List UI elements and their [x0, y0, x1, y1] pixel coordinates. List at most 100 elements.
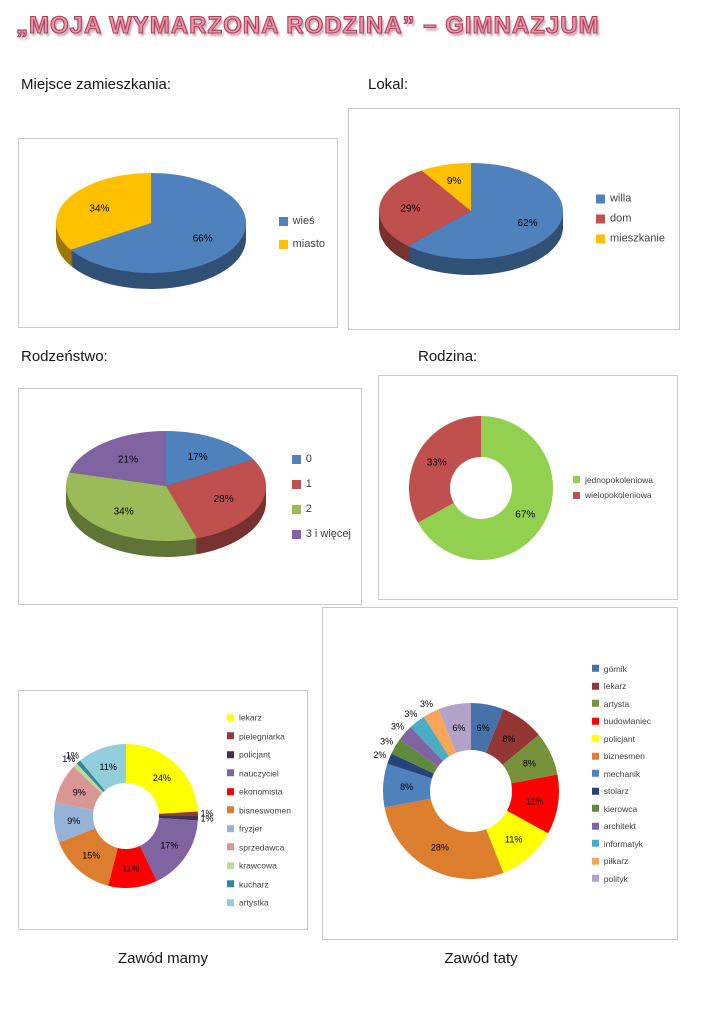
data-label: 1% [62, 754, 75, 764]
chart-box-zawod-taty: 6% 8% 8% 11% 11% 28% 8% 2% 3% 3% 3% 3% 6% górnik leka… [322, 607, 678, 940]
legend-swatch [291, 479, 301, 489]
rodzina-donut-chart: 67% 33% [409, 416, 554, 560]
legend-label: lekarz [239, 712, 262, 723]
data-label: 8% [400, 782, 413, 792]
zawod-mamy-legend: lekarz pielegniarka policjant nauczyciel eko… [227, 713, 291, 907]
legend-swatch [591, 822, 599, 830]
legend-item: willa [595, 193, 665, 205]
legend-label: architekt [603, 820, 636, 831]
pie-slice-0 [166, 431, 254, 486]
legend-item: policjant [591, 734, 651, 743]
legend-swatch [227, 732, 235, 740]
donut-slice-fryzjer [54, 802, 96, 843]
data-label: 11% [526, 796, 543, 806]
legend-item: dom [595, 213, 665, 225]
donut-slice-krawcowa [73, 763, 104, 794]
donut-slice-bisneswomen [59, 828, 118, 886]
legend-item: lekarz [591, 682, 651, 691]
donut-slice-architekt [399, 726, 443, 767]
legend-item: górnik [591, 664, 651, 673]
caption-zawod-taty: Zawód taty [444, 950, 518, 967]
data-label: 67% [515, 510, 535, 521]
heading-lokal: Lokal: [368, 76, 409, 93]
legend-label: policjant [239, 749, 271, 760]
legend-item: 1 [291, 478, 351, 490]
legend-swatch [591, 770, 599, 777]
data-label: 9% [447, 176, 462, 187]
legend-item: 3 i więcej [291, 528, 351, 540]
donut-slice-artystka [80, 744, 126, 791]
zawod-taty-legend: górnik lekarz artysta budowlaniec policjant b… [591, 664, 651, 883]
legend-swatch [227, 899, 235, 906]
legend-item: mieszkanie [595, 233, 665, 245]
legend-item: 0 [291, 453, 351, 465]
donut-slice-wielopokoleniowa [409, 416, 481, 523]
heading-miejsce-zamieszkania: Miejsce zamieszkania: [21, 76, 172, 93]
legend-item: jednopokoleniowa [572, 474, 653, 485]
legend-item: informatyk [591, 839, 651, 848]
donut-slice-polityk [438, 703, 471, 753]
data-label: 21% [118, 455, 138, 466]
data-label: 29% [400, 204, 420, 215]
pie-slice-dom [378, 170, 471, 246]
data-label: 8% [502, 734, 515, 744]
data-label: 3% [404, 709, 417, 719]
legend-swatch [572, 476, 580, 484]
donut-slice-budowlaniec [506, 774, 559, 834]
data-label: 11% [100, 762, 117, 772]
pie-slice-wieś [70, 173, 247, 273]
legend-swatch [591, 840, 599, 847]
rodzenstwo-pie-chart: 17% 28% 34% 21% [65, 431, 267, 558]
legend-item: mechanik [591, 768, 651, 779]
pie-slice-willa [408, 163, 563, 259]
data-label: 11% [505, 835, 522, 845]
data-label: 28% [431, 843, 449, 853]
legend-swatch [591, 735, 599, 742]
page-title: „MOJA WYMARZONA RODZINA” – GIMNAZJUM [15, 11, 600, 39]
legend-swatch [227, 843, 235, 851]
legend-swatch [591, 875, 599, 882]
legend-label: krawcowa [239, 860, 277, 871]
data-label: 3% [391, 721, 404, 731]
pie-slice-miasto [56, 173, 151, 250]
legend-label: bisneswomen [239, 804, 291, 815]
chart-box-miejsce-zamieszkania: 66% 34% wieś miasto [18, 138, 338, 328]
pie-slice-1 [166, 459, 267, 539]
data-label: 62% [517, 218, 537, 229]
donut-slice-piłkarz [423, 709, 456, 757]
legend-swatch [227, 806, 235, 814]
data-label: 2% [373, 750, 386, 760]
legend-swatch [591, 682, 599, 690]
legend-item: miasto [278, 238, 325, 250]
data-label: 34% [114, 506, 134, 517]
pie-slice-3 i więcej [69, 431, 166, 486]
legend-item: polityk [591, 874, 651, 883]
legend-label: kucharz [239, 878, 269, 889]
legend-swatch [591, 752, 599, 760]
legend-label: mechanik [603, 768, 641, 779]
legend-item: budowlaniec [591, 717, 651, 726]
legend-item: kierowca [591, 804, 651, 813]
data-label: 1% [200, 809, 213, 819]
donut-slice-nauczyciel [140, 818, 198, 882]
donut-slice-ekonomista [108, 845, 157, 889]
donut-slice-jednopokoleniowa [417, 416, 554, 560]
donut-slice-kucharz [76, 760, 105, 792]
legend-item: ekonomista [227, 787, 291, 796]
miejsce-zamieszkania-legend: wieś miasto [278, 216, 325, 250]
legend-swatch [278, 217, 288, 226]
donut-slice-stolarz [387, 753, 434, 779]
donut-slice-informatyk [410, 716, 450, 762]
legend-swatch [591, 700, 599, 707]
legend-item: stolarz [591, 787, 651, 796]
legend-label: miasto [292, 238, 325, 250]
pie-slice-mieszkanie [421, 163, 471, 211]
legend-item: nauczyciel [227, 769, 291, 778]
legend-label: jednopokoleniowa [584, 474, 653, 485]
chart-box-rodzina: 67% 33% jednopokoleniowa wielopokoleniowa [378, 375, 678, 600]
legend-label: wielopokoleniowa [584, 490, 652, 500]
legend-item: pielegniarka [227, 732, 291, 741]
data-label: 8% [523, 759, 536, 769]
legend-swatch [227, 880, 235, 888]
